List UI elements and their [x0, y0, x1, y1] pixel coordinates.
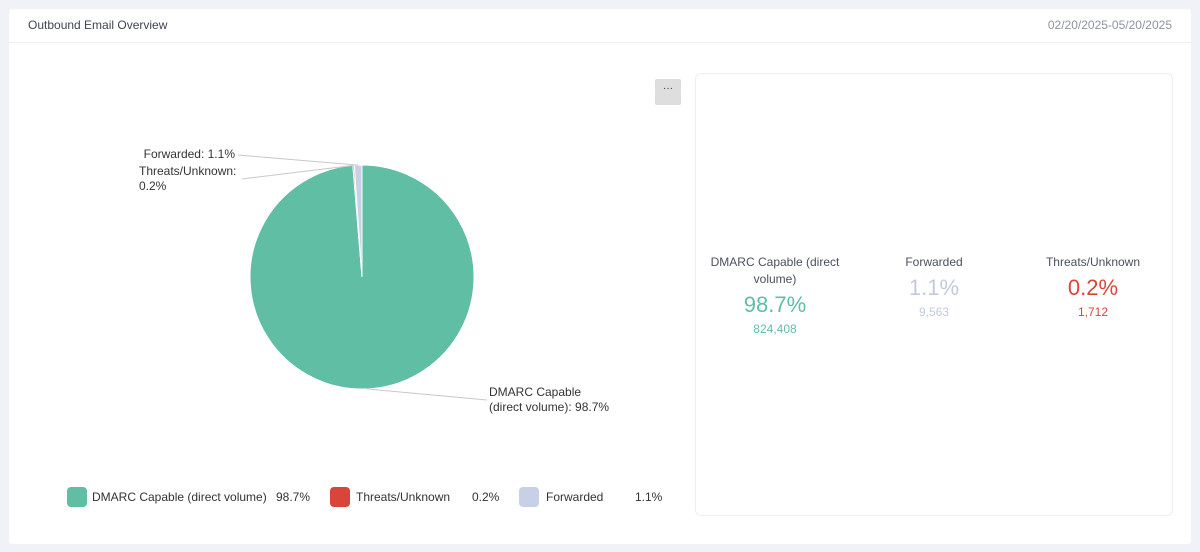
legend-label: Threats/Unknown: [356, 490, 451, 504]
pie-data-label: Forwarded: 1.1%: [144, 147, 236, 161]
pie-chart: DMARC Capable (direct volume): 98.7% Threa…: [139, 147, 609, 414]
stat-label: DMARC Capable (direct volume): [710, 255, 840, 286]
pie-data-label: DMARC Capable (direct volume): 98.7%: [489, 385, 609, 414]
legend-swatch-forwarded: [519, 487, 539, 507]
legend-swatch-dmarc: [67, 487, 87, 507]
pie-leader-line: [366, 388, 488, 401]
stat-percent: 98.7%: [743, 292, 807, 317]
card-title: Outbound Email Overview: [28, 18, 168, 32]
stat-forwarded: Forwarded 1.1% 9,563: [874, 254, 994, 319]
legend-value: 1.1%: [635, 490, 663, 504]
chart-menu-button[interactable]: ···: [655, 79, 681, 105]
legend-label: Forwarded: [546, 490, 604, 504]
stats-panel: DMARC Capable (direct volume) 98.7% 824,…: [695, 73, 1173, 516]
legend-swatch-threats: [330, 487, 350, 507]
stat-label: Threats/Unknown: [1045, 255, 1141, 269]
stat-label: Forwarded: [905, 255, 963, 269]
stat-dmarc: DMARC Capable (direct volume) 98.7% 824,…: [700, 254, 850, 336]
pie-leader-line: [237, 154, 359, 166]
stat-count: 9,563: [918, 305, 950, 319]
stat-threats: Threats/Unknown 0.2% 1,712: [1028, 254, 1158, 319]
stat-count: 824,408: [753, 322, 797, 336]
legend-value: 0.2%: [472, 490, 500, 504]
date-range: 02/20/2025-05/20/2025: [1047, 18, 1172, 32]
legend-value: 98.7%: [276, 490, 311, 504]
stat-percent: 1.1%: [908, 275, 960, 300]
outbound-email-card: Outbound Email Overview 02/20/2025-05/20…: [9, 9, 1191, 544]
stat-count: 1,712: [1077, 305, 1109, 319]
stat-percent: 0.2%: [1067, 275, 1119, 300]
legend-label: DMARC Capable (direct volume): [92, 490, 267, 504]
card-header: Outbound Email Overview 02/20/2025-05/20…: [9, 9, 1191, 43]
pie-data-label: Threats/Unknown: 0.2%: [139, 164, 236, 193]
pie-leader-line: [241, 164, 354, 180]
